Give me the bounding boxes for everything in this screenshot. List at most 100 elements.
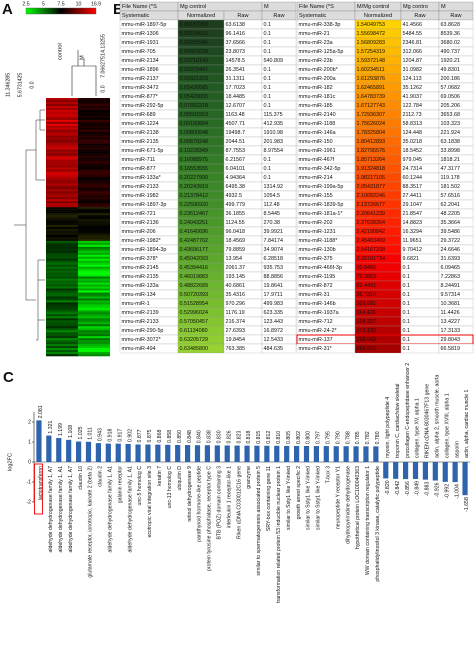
cell-text: 31.1311 [226, 76, 245, 82]
cell-text: 134.227 [357, 319, 377, 325]
header-text: Systematic [122, 13, 150, 19]
bar [105, 443, 111, 462]
cell-text: 16.8972 [264, 328, 284, 334]
heat-cell [78, 113, 110, 117]
value-label: -0.856 [405, 481, 411, 496]
heat-cell [78, 266, 110, 269]
cell-text: 0.46019883 [180, 274, 208, 280]
heat-cell [78, 98, 110, 101]
bar [383, 462, 389, 479]
header-text: M/Mg control [357, 4, 389, 10]
bar [333, 446, 339, 462]
bar [85, 441, 92, 462]
cell-text: mmu-miR-2140 [299, 112, 336, 118]
cell [438, 343, 474, 354]
cell-text: 1176.19 [226, 310, 245, 316]
cell-text: mmu-miR-2139 [122, 310, 159, 316]
bar [115, 443, 121, 462]
cell-text: mmu-miR-872 [299, 283, 333, 289]
heat-cell [46, 236, 78, 240]
cell-text: 3.26781734 [357, 256, 385, 262]
cell-text: 173.133 [357, 328, 377, 334]
cell-text: 0.1 [264, 22, 272, 28]
heat-cell [78, 308, 110, 311]
y-tick-label: -2 [26, 499, 31, 505]
heatmap [46, 98, 110, 357]
heat-cell [46, 135, 78, 138]
cell-text: 1.75626024 [357, 121, 385, 127]
cell-text: 499.983 [264, 301, 284, 307]
heat-cell [46, 107, 78, 111]
cell-text: 490.737 [441, 49, 461, 55]
category-label: WW domain containing transcription regul… [365, 466, 371, 575]
bar [184, 445, 191, 462]
heat-cell [78, 187, 110, 190]
heat-cell [78, 165, 110, 168]
heat-cell [46, 278, 78, 281]
cell-text: 6.09465 [441, 265, 461, 271]
heat-cell [46, 330, 78, 333]
scale-label: 2.5 [22, 1, 29, 7]
heat-cell [46, 268, 78, 271]
bar [452, 462, 458, 483]
cell-text: 17.9711 [264, 292, 283, 298]
cell-text: mmu-miR-133a [122, 283, 159, 289]
heat-cell [78, 250, 110, 254]
heat-cell [46, 151, 78, 154]
heat-cell [78, 316, 110, 319]
cell-text: 7.22863 [441, 274, 461, 280]
category-label: ubiquitin D [177, 466, 183, 491]
header-text: Systematic [299, 13, 327, 19]
heat-cell [46, 169, 78, 172]
panel-label: A [2, 1, 13, 18]
cell-text: 0.50720393 [180, 292, 208, 298]
cell-text: 39.9921 [264, 229, 284, 235]
cell-text: 1910.98 [264, 130, 284, 136]
bar [254, 445, 260, 462]
cell-text: 2.05431877 [357, 184, 385, 190]
category-label: aldehyde dehydrogenase family 1, A7 [48, 466, 54, 553]
cell-text: mmu-miR-31* [299, 346, 333, 352]
heat-cell [78, 125, 110, 129]
heat-cell [78, 105, 110, 109]
cell-text: 2.54167208 [357, 247, 385, 253]
category-label: similar to Ssty1 like Y-linked [316, 466, 322, 530]
scale-label: 10 [76, 1, 82, 7]
cell-text: 193.145 [226, 274, 246, 280]
heat-cell [78, 219, 110, 222]
cell-text: 2.10092246 [357, 193, 385, 199]
heat-cell [78, 175, 110, 178]
heat-cell [46, 276, 78, 279]
cell-text: mmu-miR-2133 [122, 319, 159, 325]
heat-cell [46, 338, 78, 341]
category-label: similar to Ssty1 like Y-linked [306, 466, 312, 530]
cell-text: mmu-miR-378* [122, 256, 159, 262]
cell-text: 8539.36 [441, 31, 461, 37]
bar [234, 445, 240, 462]
value-label: -0.849 [415, 481, 421, 496]
category-label: neuropeptide Y receptor Y1 [335, 466, 341, 529]
heat-cell [78, 197, 110, 200]
category-label: actin, alpha 2, smooth muscle, aorta [434, 375, 440, 458]
cell-text: 0.16088975 [180, 157, 208, 163]
cell-text: 8.24491 [441, 283, 461, 289]
value-label: 0.785 [355, 431, 361, 444]
cell-text: mmu-miR-1961 [299, 148, 336, 154]
category-label: keratin 7 [157, 466, 163, 486]
cell-text: 14.8823 [403, 220, 423, 226]
heat-cell [78, 256, 110, 260]
value-label: 0.850 [177, 430, 183, 443]
heat-cell [78, 161, 110, 164]
value-label: 0.797 [316, 431, 322, 444]
cell-text: 14578.5 [226, 58, 246, 64]
category-label: growth arrest specific 2 [296, 466, 302, 519]
value-label: 0.788 [345, 431, 351, 444]
cell-text: 2061.37 [226, 265, 246, 271]
cell-text: mmu-miR-338-3p [299, 22, 341, 28]
cell-text: 23.8073 [226, 49, 246, 55]
row-dendrogram [14, 109, 45, 341]
cell-text: 0.00104011 [180, 31, 208, 37]
heat-cell [78, 139, 110, 142]
cell-text: mmu-miR-1896 [122, 67, 159, 73]
heat-cell [78, 143, 110, 146]
